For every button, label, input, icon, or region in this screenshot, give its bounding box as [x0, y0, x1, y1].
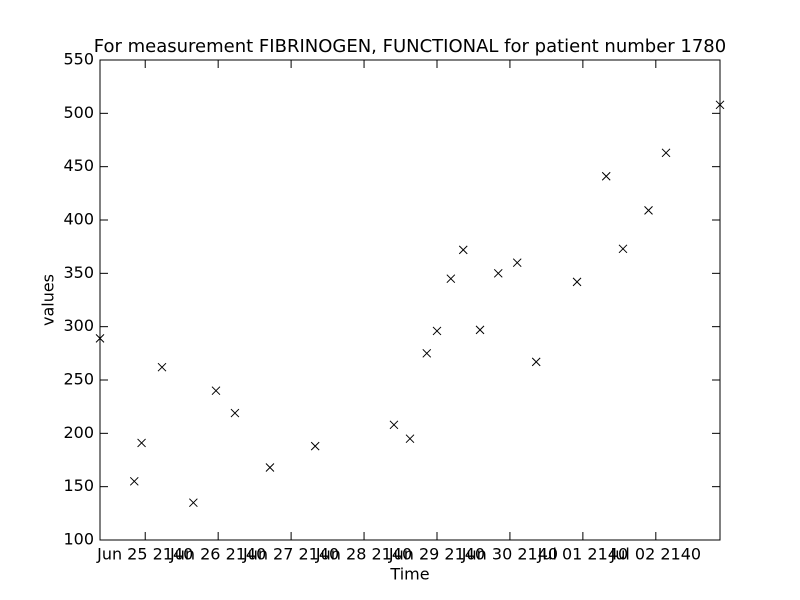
- y-tick-label: 500: [63, 103, 94, 122]
- y-tick-label: 450: [63, 156, 94, 175]
- data-point: [389, 420, 399, 430]
- data-point: [230, 408, 240, 418]
- data-point: [493, 268, 503, 278]
- data-point: [310, 441, 320, 451]
- x-tick-label: Jun 29 2140: [388, 545, 485, 564]
- y-tick-label: 250: [63, 370, 94, 389]
- y-tick-label: 550: [63, 50, 94, 69]
- data-point: [446, 274, 456, 284]
- data-point: [644, 206, 653, 215]
- data-point: [157, 362, 167, 372]
- data-point: [715, 100, 725, 110]
- data-point: [601, 171, 611, 181]
- data-point: [458, 245, 468, 255]
- x-tick-label: Jun 25 2140: [96, 545, 193, 564]
- data-point: [432, 326, 442, 336]
- data-point: [661, 148, 671, 158]
- y-tick-label: 200: [63, 423, 94, 442]
- chart-title: For measurement FIBRINOGEN, FUNCTIONAL f…: [94, 36, 726, 57]
- data-point: [211, 386, 221, 396]
- data-point: [129, 476, 139, 486]
- x-tick-label: Jun 30 2140: [461, 545, 558, 564]
- x-tick-label: Jun 26 2140: [169, 545, 266, 564]
- x-tick-label: Jun 27 2140: [242, 545, 339, 564]
- data-point: [512, 258, 522, 268]
- plot-frame: [99, 59, 721, 541]
- y-axis-label: values: [39, 274, 58, 326]
- x-tick-label: Jul 02 2140: [610, 545, 702, 564]
- x-axis-label: Time: [389, 565, 429, 584]
- y-tick-label: 100: [63, 530, 94, 549]
- x-tick-label: Jun 28 2140: [315, 545, 412, 564]
- data-point: [618, 244, 628, 254]
- x-tick-label: Jul 01 2140: [537, 545, 629, 564]
- data-point: [422, 348, 432, 358]
- data-point: [475, 325, 485, 335]
- data-point: [265, 463, 275, 472]
- data-point: [531, 357, 541, 367]
- y-tick-label: 300: [63, 316, 94, 335]
- data-point: [405, 434, 415, 444]
- data-point: [572, 277, 582, 287]
- y-tick-label: 150: [63, 476, 94, 495]
- data-point: [137, 438, 146, 448]
- data-point: [95, 334, 105, 343]
- y-tick-label: 350: [63, 263, 94, 282]
- data-point: [189, 498, 198, 508]
- y-tick-label: 400: [63, 210, 94, 229]
